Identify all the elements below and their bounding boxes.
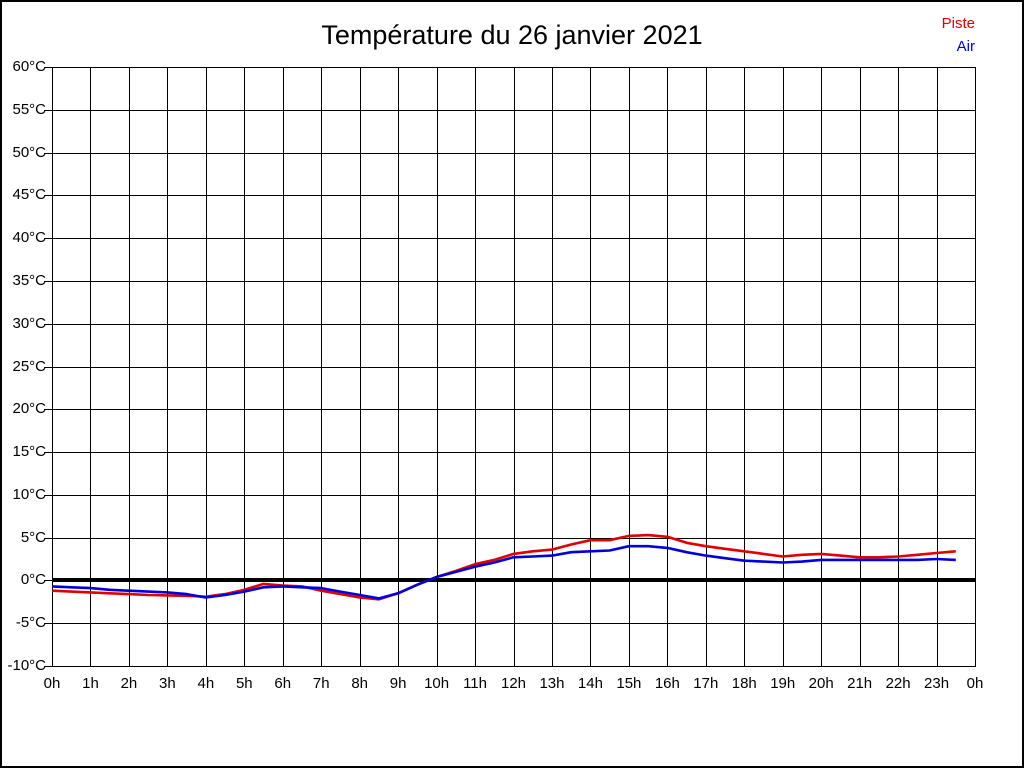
series-line-piste: [51, 533, 956, 601]
x-axis-tick-label: 2h: [120, 675, 138, 692]
y-axis-tick-label: 45°C: [12, 186, 46, 204]
x-axis-tick-label: 19h: [770, 675, 796, 692]
y-axis-tick-label: -5°C: [15, 614, 46, 632]
x-axis-tick-label: 3h: [159, 675, 176, 692]
y-axis-tick-label: 55°C: [12, 100, 46, 118]
x-axis-tick-label: 7h: [312, 675, 330, 692]
x-axis-tick-label: 12h: [500, 675, 527, 692]
x-axis-tick-label: 22h: [885, 675, 911, 692]
x-axis-tick-label: 1h: [82, 675, 99, 692]
y-axis-tick-label: 10°C: [12, 485, 46, 503]
x-axis-tick-label: 18h: [731, 675, 757, 692]
x-axis-tick-label: 14h: [577, 675, 603, 692]
x-axis-tick-label: 23h: [924, 675, 950, 692]
y-axis-tick-label: 40°C: [12, 229, 46, 247]
x-axis-tick-label: 17h: [693, 675, 719, 692]
x-axis-tick-label: 4h: [197, 675, 215, 692]
y-axis-tick-label: 5°C: [20, 528, 46, 546]
x-axis-tick-label: 15h: [616, 675, 642, 692]
y-axis-tick-label: 30°C: [12, 314, 46, 332]
x-axis-tick-label: 16h: [654, 675, 680, 692]
x-axis-tick-label: 0h: [43, 675, 61, 692]
x-axis-tick-label: 6h: [274, 675, 292, 692]
chart-title: Température du 26 janvier 2021: [321, 20, 703, 50]
y-axis-tick-label: 15°C: [12, 443, 46, 461]
y-axis-tick-label: 60°C: [12, 58, 46, 75]
y-axis-tick-label: 25°C: [12, 357, 46, 375]
x-axis-tick-label: 11h: [463, 675, 487, 692]
y-axis-tick-label: -10°C: [7, 657, 46, 674]
x-axis-tick-label: 20h: [808, 675, 834, 692]
x-axis-tick-label: 10h: [424, 675, 450, 692]
y-axis-tick-label: 35°C: [12, 271, 46, 289]
x-axis-tick-label: 5h: [235, 675, 253, 692]
x-axis-tick-label: 9h: [389, 675, 407, 692]
y-axis-tick-label: 50°C: [12, 143, 46, 161]
legend-item-air: Air: [956, 38, 975, 55]
x-axis-tick-label: 0h: [966, 675, 984, 692]
plot-border: [52, 67, 976, 667]
series-line-air: [51, 544, 956, 600]
x-axis-tick-label: 13h: [539, 675, 565, 692]
legend: Piste Air: [942, 12, 975, 58]
legend-item-piste: Piste: [941, 15, 975, 32]
x-axis-tick-label: 21h: [847, 675, 873, 692]
y-axis-tick-label: 0°C: [20, 571, 46, 589]
x-axis-tick-label: 8h: [351, 675, 368, 692]
y-axis-tick-label: 20°C: [12, 400, 46, 418]
